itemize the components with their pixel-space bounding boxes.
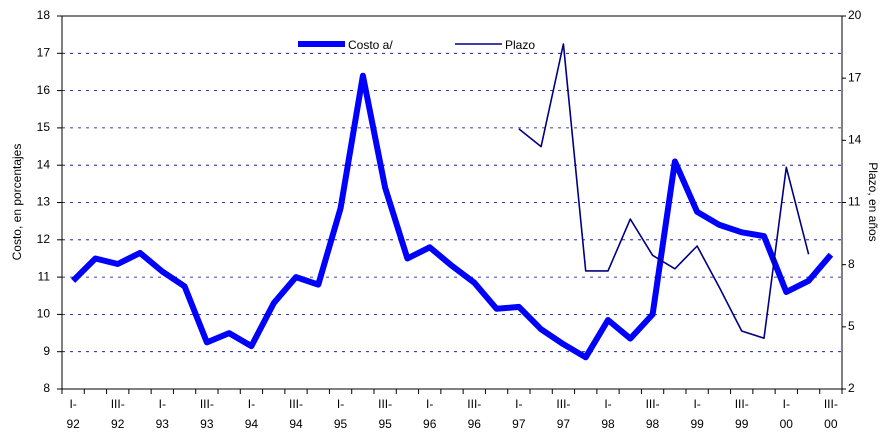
y-tick-label: 15 [37, 120, 51, 134]
y2-tick-label: 11 [848, 195, 861, 209]
y2-tick-label: 5 [848, 319, 855, 333]
x-tick-label: I- 98 [601, 397, 615, 431]
y-tick-label: 18 [37, 8, 51, 22]
x-tick-label: I- 97 [512, 397, 526, 431]
series-line [518, 43, 810, 339]
x-tick-label: I- 94 [244, 397, 259, 431]
y2-tick-label: 17 [848, 70, 862, 84]
x-tick-label: III- 97 [556, 397, 571, 431]
plot-frame [61, 15, 843, 390]
x-tick-label: III- 99 [734, 397, 749, 431]
y-tick-label: 17 [37, 45, 51, 59]
series-line [70, 72, 834, 361]
x-tick-label: III- 98 [645, 397, 660, 431]
x-tick-label: I- 95 [333, 397, 348, 431]
x-tick-label: III- 00 [823, 397, 838, 431]
y-tick-label: 10 [37, 307, 51, 321]
y-tick-label: 14 [37, 157, 51, 171]
y2-tick-label: 14 [848, 133, 862, 147]
y2-tick-label: 2 [848, 381, 855, 395]
x-tick-label: I- 99 [690, 397, 704, 431]
x-tick-label: III- 93 [199, 397, 214, 431]
x-tick-label: III- 94 [289, 397, 303, 431]
x-tick-label: I- 00 [779, 397, 793, 431]
legend-label: Costo a/ [348, 38, 393, 52]
y2-tick-label: 8 [848, 257, 855, 271]
x-tick-label: III- 92 [110, 397, 125, 431]
y-tick-label: 13 [37, 195, 51, 209]
y2-tick-label: 20 [848, 8, 862, 22]
y-axis-label: Costo, en porcentajes [10, 144, 24, 261]
x-tick-label: III- 95 [378, 397, 393, 431]
y-tick-label: 11 [38, 269, 51, 283]
y-tick-label: 16 [37, 83, 51, 97]
y-tick-label: 9 [43, 344, 50, 358]
x-tick-label: I- 96 [423, 397, 437, 431]
x-tick-label: III- 96 [467, 397, 482, 431]
y-tick-label: 8 [43, 381, 50, 395]
x-tick-label: I- 93 [155, 397, 169, 431]
y-tick-label: 12 [37, 232, 51, 246]
y2-axis-label: Plazo, en años [866, 162, 880, 241]
legend-label: Plazo [505, 38, 535, 52]
x-tick-label: I- 92 [66, 397, 80, 431]
